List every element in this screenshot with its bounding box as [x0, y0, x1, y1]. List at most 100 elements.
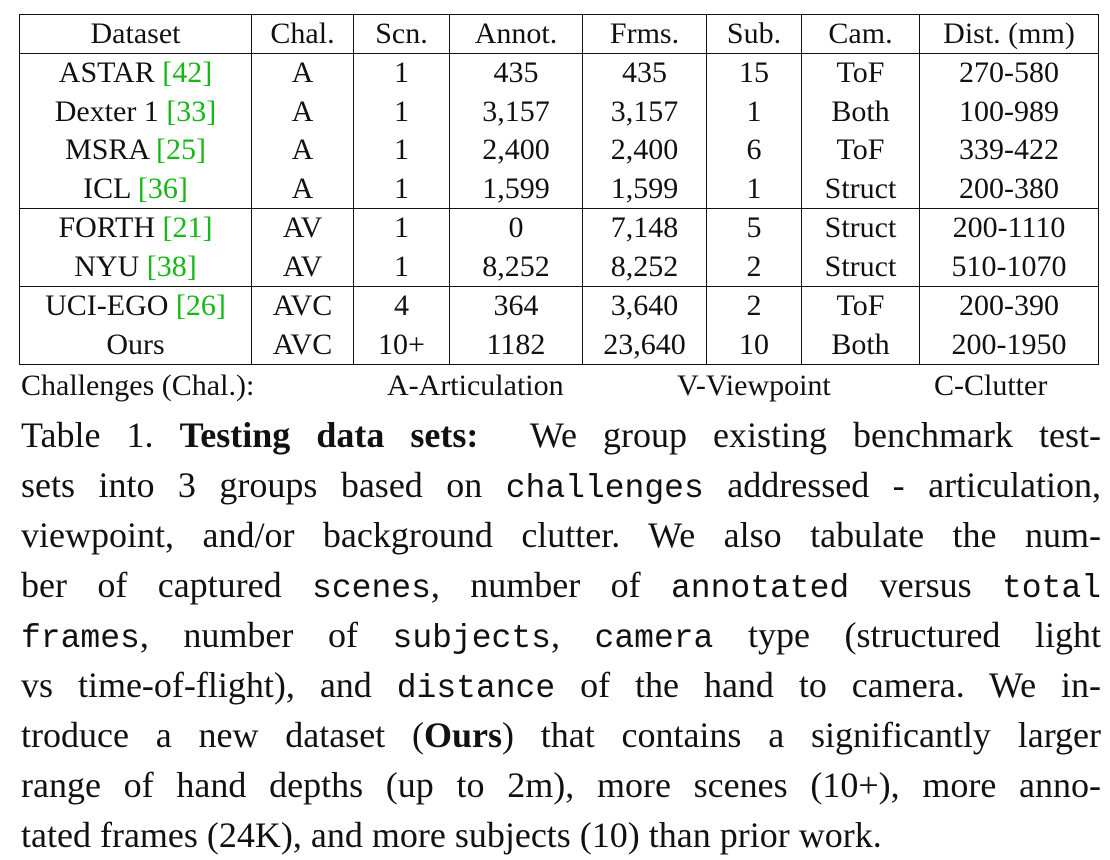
cell-camera: Struct — [801, 247, 920, 287]
citation-link[interactable]: [38] — [146, 249, 197, 283]
cell-annotated: 3,157 — [449, 92, 583, 131]
dataset-name: UCI-EGO — [45, 289, 169, 323]
cell-camera: ToF — [801, 131, 920, 170]
cell-annotated: 1,599 — [449, 169, 583, 209]
cell-dataset: ASTAR [42] — [19, 53, 252, 93]
caption-line: Table 1. Testing data sets: We group exi… — [21, 415, 1102, 455]
cell-subjects: 1 — [706, 169, 802, 209]
cell-annotated: 8,252 — [449, 247, 583, 287]
table-row: FORTH [21] AV 1 0 7,148 5 Struct 200-1110 — [19, 208, 1099, 248]
code-term: challenges — [505, 470, 704, 507]
caption-line: sets into 3 groups based on challenges a… — [21, 465, 1102, 507]
citation-link[interactable]: [36] — [137, 171, 188, 205]
table-row: NYU [38] AV 1 8,252 8,252 2 Struct 510-1070 — [19, 247, 1099, 287]
cell-camera: Struct — [801, 208, 920, 248]
cell-camera: Both — [801, 92, 920, 131]
cell-dataset: MSRA [25] — [19, 131, 252, 170]
citation-link[interactable]: [25] — [155, 133, 206, 167]
cell-dataset: FORTH [21] — [19, 208, 252, 248]
cell-annotated: 364 — [449, 286, 583, 326]
cell-scenes: 1 — [353, 208, 450, 248]
caption-label: Table 1. — [21, 415, 154, 455]
dataset-name: ICL — [83, 171, 131, 205]
dataset-name: NYU — [74, 249, 140, 283]
cell-annotated: 2,400 — [449, 131, 583, 170]
citation-link[interactable]: [42] — [162, 56, 213, 90]
code-term: camera — [594, 620, 714, 657]
table-row: UCI-EGO [26] AVC 4 364 3,640 2 ToF 200-390 — [19, 286, 1099, 326]
table-row: Dexter 1 [33] A 1 3,157 3,157 1 Both 100-989 — [19, 92, 1099, 131]
legend-viewpoint: V-Viewpoint — [677, 369, 831, 402]
cell-challenges: AVC — [251, 286, 354, 326]
code-term: scenes — [312, 570, 431, 607]
citation-link[interactable]: [33] — [166, 94, 217, 128]
cell-scenes: 10+ — [353, 325, 450, 365]
cell-subjects: 6 — [706, 131, 802, 170]
caption-ours-bold: Ours — [423, 715, 502, 755]
code-term: distance — [396, 670, 556, 707]
cell-scenes: 1 — [353, 92, 450, 131]
cell-challenges: A — [251, 169, 354, 209]
cell-frames: 3,157 — [582, 92, 707, 131]
header-distance: Dist. (mm) — [919, 14, 1099, 54]
code-term: frames — [21, 620, 140, 657]
testing-datasets-table: Dataset Chal. Scn. Annot. Frms. Sub. Cam… — [19, 14, 1099, 365]
cell-distance: 510-1070 — [919, 247, 1099, 287]
caption-line: ber of captured scenes, number of annota… — [21, 565, 1102, 607]
cell-challenges: A — [251, 53, 354, 93]
table-row: Ours AVC 10+ 1182 23,640 10 Both 200-1950 — [19, 325, 1099, 365]
cell-distance: 200-1110 — [919, 208, 1099, 248]
cell-scenes: 4 — [353, 286, 450, 326]
cell-frames: 7,148 — [582, 208, 707, 248]
header-dataset: Dataset — [19, 14, 252, 54]
table-row: ASTAR [42] A 1 435 435 15 ToF 270-580 — [19, 53, 1099, 93]
cell-dataset: NYU [38] — [19, 247, 252, 287]
header-challenges: Chal. — [251, 14, 354, 54]
code-term: subjects — [392, 620, 551, 657]
cell-annotated: 435 — [449, 53, 583, 93]
dataset-name: MSRA — [65, 133, 149, 167]
dataset-name: Dexter 1 — [54, 94, 159, 128]
code-term: total — [1002, 570, 1102, 607]
caption-line: frames, number of subjects, camera type … — [21, 615, 1102, 657]
cell-subjects: 1 — [706, 92, 802, 131]
cell-dataset: Ours — [19, 325, 252, 365]
table-header-row: Dataset Chal. Scn. Annot. Frms. Sub. Cam… — [19, 14, 1099, 54]
cell-dataset: ICL [36] — [19, 169, 252, 209]
cell-scenes: 1 — [353, 169, 450, 209]
table-row: MSRA [25] A 1 2,400 2,400 6 ToF 339-422 — [19, 131, 1099, 170]
cell-distance: 200-380 — [919, 169, 1099, 209]
cell-frames: 435 — [582, 53, 707, 93]
cell-dataset: UCI-EGO [26] — [19, 286, 252, 326]
cell-challenges: A — [251, 92, 354, 131]
challenges-legend: Challenges (Chal.): A-Articulation V-Vie… — [21, 366, 1101, 406]
cell-scenes: 1 — [353, 247, 450, 287]
caption-line: tated frames (24K), and more subjects (1… — [21, 815, 882, 855]
header-camera: Cam. — [801, 14, 920, 54]
caption-line: troduce a new dataset (Ours) that contai… — [21, 715, 1101, 755]
cell-annotated: 0 — [449, 208, 583, 248]
cell-scenes: 1 — [353, 53, 450, 93]
caption-line: range of hand depths (up to 2m), more sc… — [21, 765, 1101, 805]
cell-challenges: A — [251, 131, 354, 170]
cell-scenes: 1 — [353, 131, 450, 170]
cell-frames: 1,599 — [582, 169, 707, 209]
cell-challenges: AV — [251, 208, 354, 248]
cell-frames: 23,640 — [582, 325, 707, 365]
citation-link[interactable]: [26] — [175, 289, 226, 323]
cell-annotated: 1182 — [449, 325, 583, 365]
cell-challenges: AV — [251, 247, 354, 287]
cell-subjects: 5 — [706, 208, 802, 248]
citation-link[interactable]: [21] — [162, 211, 213, 245]
header-annotated: Annot. — [449, 14, 583, 54]
dataset-name: Ours — [106, 327, 165, 361]
code-term: annotated — [670, 570, 850, 607]
cell-distance: 339-422 — [919, 131, 1099, 170]
table-caption: Table 1. Testing data sets: We group exi… — [21, 410, 1101, 860]
cell-subjects: 2 — [706, 247, 802, 287]
caption-bold-title: Testing data sets: — [179, 415, 479, 455]
legend-articulation: A-Articulation — [387, 369, 564, 402]
cell-frames: 2,400 — [582, 131, 707, 170]
caption-line: vs time-of-flight), and distance of the … — [21, 665, 1101, 707]
cell-dataset: Dexter 1 [33] — [19, 92, 252, 131]
